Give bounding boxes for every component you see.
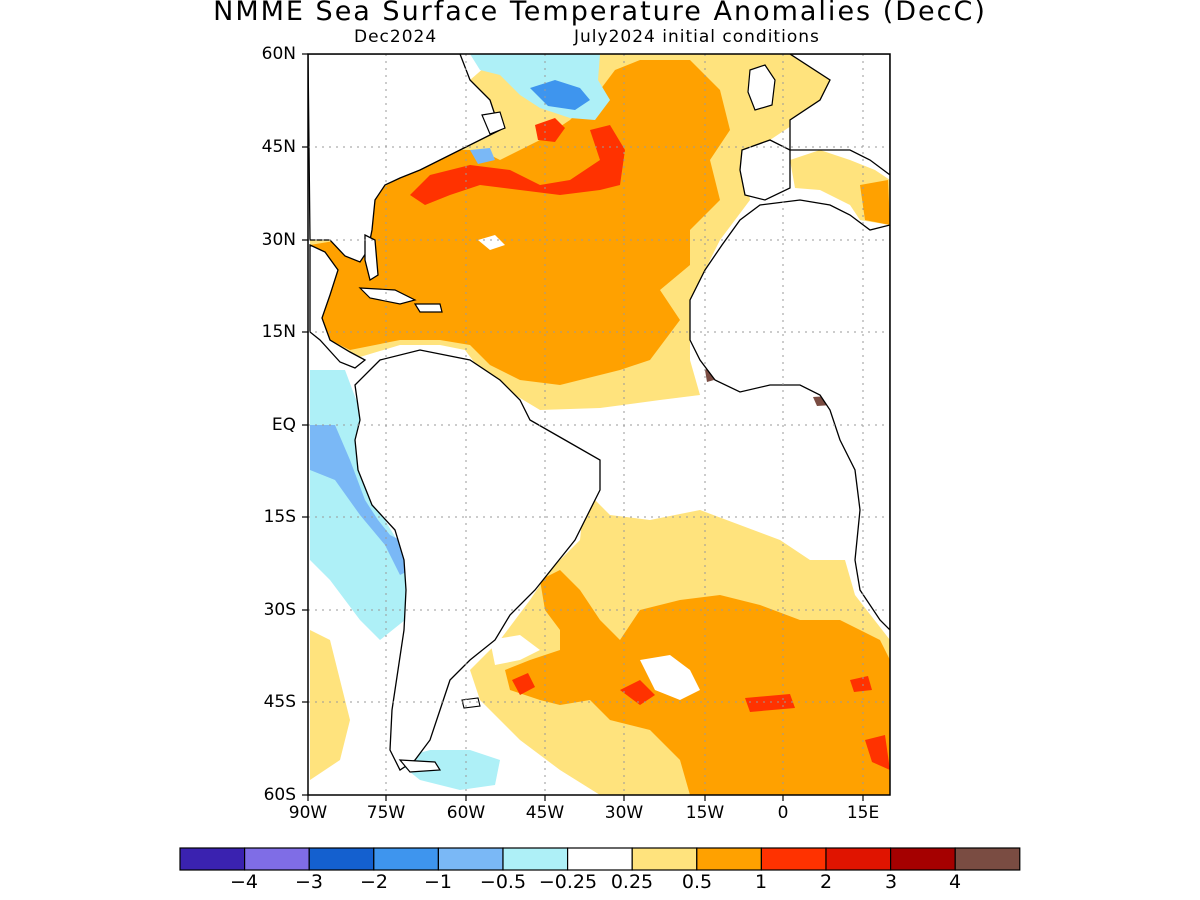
anomaly-region-white-patch bbox=[478, 235, 505, 250]
anomaly-region-pacific-midblue bbox=[310, 425, 410, 575]
hispaniola-island bbox=[413, 303, 443, 313]
anomaly-region-labrador-blue bbox=[530, 80, 590, 110]
british-isles bbox=[747, 64, 776, 111]
anomaly-region-south-red-2 bbox=[620, 680, 655, 705]
initial-conditions: July2024 initial conditions bbox=[574, 27, 820, 47]
forecast-month: Dec2024 bbox=[354, 27, 438, 47]
colorbar-label: −0.5 bbox=[479, 871, 527, 893]
colorbar-swatch bbox=[566, 847, 633, 871]
colorbar-label: 0.5 bbox=[681, 871, 713, 893]
colorbar-label: 1 bbox=[754, 871, 768, 893]
colorbar-label: −3 bbox=[294, 871, 323, 893]
iberia-landmass bbox=[739, 139, 791, 201]
anomaly-region-europe-orange bbox=[860, 180, 890, 225]
colorbar-swatch bbox=[760, 847, 827, 871]
lat-label-60s: 60S bbox=[263, 785, 296, 805]
lat-label-eq: EQ bbox=[271, 415, 296, 435]
lon-label-45w: 45W bbox=[525, 803, 565, 823]
lon-label-60w: 60W bbox=[446, 803, 486, 823]
colorbar-label: 3 bbox=[884, 871, 898, 893]
colorbar-label: 2 bbox=[819, 871, 833, 893]
lat-lon-grid bbox=[308, 54, 890, 795]
anomaly-region-south-orange bbox=[505, 570, 890, 795]
colorbar-label: −2 bbox=[359, 871, 388, 893]
lat-label-30s: 30S bbox=[263, 600, 296, 620]
colorbar-label: −1 bbox=[423, 871, 452, 893]
colorbar-label: 4 bbox=[948, 871, 962, 893]
lat-label-45n: 45N bbox=[261, 137, 296, 157]
colorbar-swatch bbox=[308, 847, 375, 871]
axis-ticks bbox=[302, 53, 864, 801]
colorbar-swatch bbox=[179, 847, 246, 871]
lat-label-30n: 30N bbox=[261, 230, 296, 250]
lon-label-75w: 75W bbox=[366, 803, 406, 823]
falkland-islands bbox=[461, 697, 481, 709]
lon-label-30w: 30W bbox=[604, 803, 644, 823]
lat-label-15s: 15S bbox=[263, 507, 296, 527]
anomaly-region-pacific-south-yellow bbox=[310, 630, 350, 780]
anomaly-region-south-red-1 bbox=[512, 673, 535, 695]
anomaly-region-south-lightblue bbox=[395, 750, 500, 790]
colorbar-swatch bbox=[244, 847, 310, 871]
lon-label-0: 0 bbox=[777, 803, 789, 823]
north-america-florida bbox=[364, 233, 379, 282]
lon-label-15w: 15W bbox=[685, 803, 725, 823]
newfoundland-island bbox=[481, 111, 506, 135]
north-america-landmass bbox=[308, 54, 501, 263]
africa-landmass bbox=[689, 199, 890, 631]
colorbar-swatch bbox=[889, 847, 956, 871]
colorbar-label: −0.25 bbox=[538, 871, 598, 893]
colorbar-swatch bbox=[502, 847, 569, 871]
colorbar-swatch bbox=[373, 847, 439, 871]
anomaly-region-gulf-blue bbox=[470, 148, 495, 164]
colorbar-swatch bbox=[954, 847, 1021, 871]
colorbar bbox=[179, 847, 1021, 871]
anomaly-region-gulfstream-red bbox=[410, 125, 625, 205]
lat-label-45s: 45S bbox=[263, 692, 296, 712]
colorbar-swatch bbox=[825, 847, 892, 871]
lat-label-15n: 15N bbox=[261, 322, 296, 342]
central-america-landmass bbox=[309, 243, 367, 369]
colorbar-swatch bbox=[696, 847, 762, 871]
lat-label-60n: 60N bbox=[261, 44, 296, 64]
anomaly-region-south-red-4 bbox=[850, 676, 872, 692]
anomaly-field bbox=[308, 54, 890, 795]
colorbar-label: −4 bbox=[229, 871, 258, 893]
colorbar-swatch bbox=[631, 847, 698, 871]
anomaly-region-south-red-5 bbox=[865, 735, 890, 770]
colorbar-label: 0.25 bbox=[610, 871, 654, 893]
map-title: NMME Sea Surface Temperature Anomalies (… bbox=[213, 0, 987, 27]
cuba-island bbox=[358, 287, 417, 305]
tierra-del-fuego bbox=[398, 759, 442, 773]
anomaly-region-south-white bbox=[640, 655, 700, 700]
anomaly-region-gulfstream-red-2 bbox=[535, 118, 565, 142]
anomaly-region-south-white-2 bbox=[490, 635, 540, 665]
europe-landmass bbox=[788, 54, 890, 176]
lon-label-90w: 90W bbox=[288, 803, 328, 823]
south-america-landmass bbox=[354, 349, 601, 771]
lon-label-15e: 15E bbox=[846, 803, 880, 823]
colorbar-swatch bbox=[437, 847, 504, 871]
